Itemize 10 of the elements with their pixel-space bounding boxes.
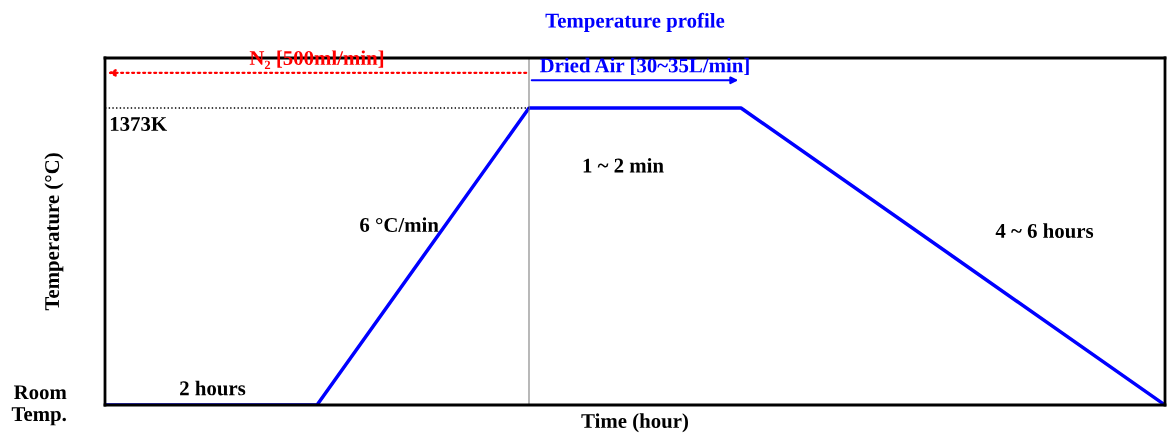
- annotation: 2 hours: [180, 380, 246, 396]
- annotation: 6 °C/min: [360, 217, 439, 233]
- chart-title: Temperature profile: [545, 12, 725, 32]
- annotation: 1 ~ 2 min: [583, 157, 664, 173]
- y-axis-title: Temperature (°C): [44, 153, 64, 311]
- annotation: 1373K: [110, 117, 167, 132]
- text: Room Temp.: [11, 385, 67, 426]
- x-axis-title: Time (hour): [581, 413, 689, 433]
- text: Dried Air [30~35L/min]: [539, 57, 749, 76]
- annotation: 4 ~ 6 hours: [995, 223, 1094, 238]
